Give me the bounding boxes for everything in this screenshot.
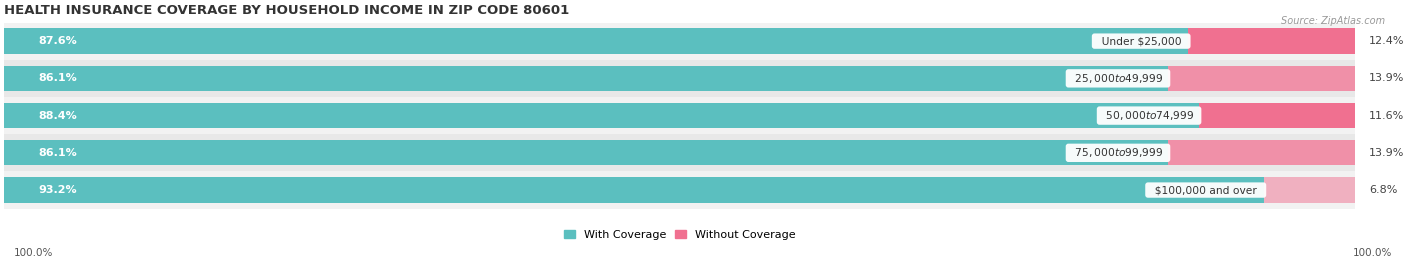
- Text: $100,000 and over: $100,000 and over: [1147, 185, 1264, 195]
- Bar: [1167, 66, 1355, 91]
- Bar: [1199, 103, 1355, 128]
- Text: 11.6%: 11.6%: [1369, 111, 1405, 121]
- Text: 88.4%: 88.4%: [38, 111, 77, 121]
- Bar: [4, 103, 1199, 128]
- Text: HEALTH INSURANCE COVERAGE BY HOUSEHOLD INCOME IN ZIP CODE 80601: HEALTH INSURANCE COVERAGE BY HOUSEHOLD I…: [4, 4, 569, 17]
- Text: 12.4%: 12.4%: [1369, 36, 1405, 46]
- Text: 100.0%: 100.0%: [1353, 248, 1392, 258]
- Bar: [4, 171, 1355, 209]
- Bar: [4, 23, 1355, 60]
- Text: $50,000 to $74,999: $50,000 to $74,999: [1099, 109, 1199, 122]
- Bar: [4, 177, 1264, 203]
- Text: 87.6%: 87.6%: [38, 36, 77, 46]
- Bar: [1167, 140, 1355, 165]
- Bar: [4, 60, 1355, 97]
- Text: 86.1%: 86.1%: [38, 73, 77, 83]
- Text: 100.0%: 100.0%: [14, 248, 53, 258]
- Bar: [4, 134, 1355, 171]
- Text: 13.9%: 13.9%: [1369, 148, 1405, 158]
- Text: Source: ZipAtlas.com: Source: ZipAtlas.com: [1281, 16, 1385, 26]
- Bar: [4, 66, 1167, 91]
- Text: $25,000 to $49,999: $25,000 to $49,999: [1069, 72, 1167, 85]
- Text: 86.1%: 86.1%: [38, 148, 77, 158]
- Bar: [4, 140, 1167, 165]
- Bar: [4, 29, 1188, 54]
- Text: $75,000 to $99,999: $75,000 to $99,999: [1069, 146, 1167, 159]
- Bar: [1264, 177, 1355, 203]
- Bar: [1188, 29, 1355, 54]
- Text: 93.2%: 93.2%: [38, 185, 76, 195]
- Text: Under $25,000: Under $25,000: [1094, 36, 1188, 46]
- Bar: [4, 97, 1355, 134]
- Text: 13.9%: 13.9%: [1369, 73, 1405, 83]
- Legend: With Coverage, Without Coverage: With Coverage, Without Coverage: [560, 225, 800, 244]
- Text: 6.8%: 6.8%: [1369, 185, 1398, 195]
